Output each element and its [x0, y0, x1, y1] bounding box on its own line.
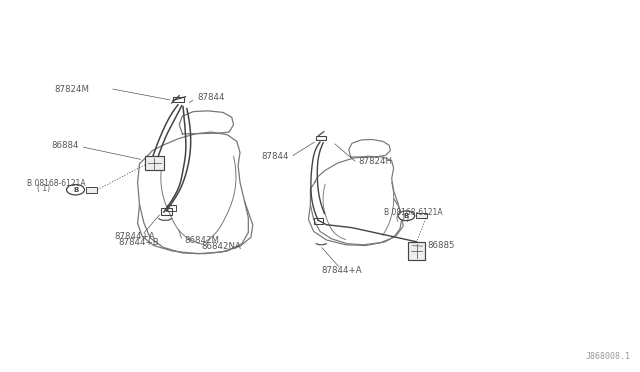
Text: 87844+A: 87844+A — [114, 232, 154, 241]
Text: J868008.1: J868008.1 — [586, 352, 630, 361]
Bar — [145, 156, 164, 170]
Bar — [86, 187, 97, 193]
Text: 87844: 87844 — [262, 152, 289, 161]
Text: 87844: 87844 — [197, 93, 225, 102]
Text: B: B — [404, 213, 409, 219]
Text: 86884: 86884 — [52, 141, 79, 150]
Circle shape — [398, 211, 415, 221]
Bar — [167, 205, 176, 211]
Text: 87824M: 87824M — [54, 85, 90, 94]
Text: 86885: 86885 — [428, 241, 455, 250]
Bar — [173, 97, 184, 102]
Text: 87844+B: 87844+B — [118, 238, 159, 247]
Text: 87844+A: 87844+A — [321, 266, 362, 275]
Text: ( 1): ( 1) — [396, 214, 409, 223]
Text: ( 1): ( 1) — [37, 185, 51, 193]
Bar — [314, 218, 323, 224]
Text: 86842M: 86842M — [184, 236, 220, 245]
Circle shape — [67, 185, 84, 195]
Text: 87824H: 87824H — [358, 157, 392, 166]
Bar — [161, 208, 172, 215]
Text: 86842NA: 86842NA — [202, 242, 241, 251]
Bar — [408, 242, 425, 260]
Bar — [150, 162, 159, 168]
Text: B 08168-6121A: B 08168-6121A — [27, 179, 86, 187]
Text: B: B — [73, 187, 78, 193]
Bar — [416, 213, 427, 218]
Bar — [316, 136, 326, 140]
Text: B 08168-6121A: B 08168-6121A — [384, 208, 443, 217]
